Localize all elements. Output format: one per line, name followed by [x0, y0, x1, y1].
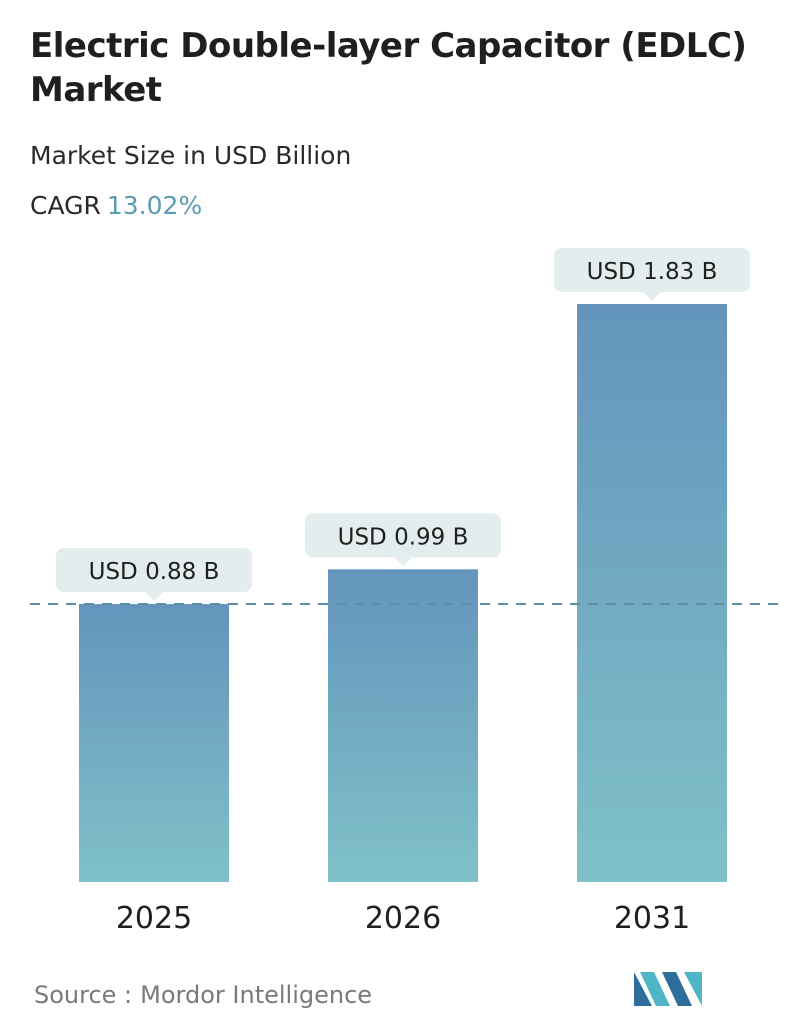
cagr-value: 13.02% [106, 191, 203, 220]
data-label-pointer [145, 592, 163, 602]
mordor-intelligence-logo-icon [634, 972, 702, 1006]
cagr-text: CAGR 13.02% [30, 189, 202, 223]
data-label-pointer [643, 292, 661, 301]
bar-2026 [328, 569, 478, 882]
data-label-pointer [394, 557, 412, 567]
x-tick-label-2026: 2026 [365, 901, 441, 936]
data-label-bubble [554, 248, 750, 292]
source-name: Mordor Intelligence [140, 981, 373, 1009]
data-label-2031: USD 1.83 B [554, 248, 750, 301]
cagr-label: CAGR [30, 191, 101, 220]
data-label-text: USD 0.99 B [338, 524, 469, 550]
data-label-bubble [305, 513, 501, 558]
chart-subtitle: Market Size in USD Billion [30, 141, 352, 170]
bar-2025 [79, 604, 229, 882]
source-text: Source : Mordor Intelligence [34, 978, 372, 1012]
data-label-2026: USD 0.99 B [305, 513, 501, 567]
x-tick-label-2031: 2031 [614, 901, 690, 936]
source-label: Source : [34, 981, 133, 1009]
data-label-2025: USD 0.88 B [56, 548, 252, 602]
bar-2031 [577, 304, 727, 882]
data-label-text: USD 0.88 B [89, 559, 220, 585]
data-label-text: USD 1.83 B [587, 259, 718, 285]
chart-title: Electric Double-layer Capacitor (EDLC) M… [30, 26, 747, 110]
data-label-bubble [56, 548, 252, 593]
bar-chart: 2025 USD 0.88 B 2026 USD 0.99 B 2031 USD 1.83… [30, 248, 782, 936]
x-tick-label-2025: 2025 [116, 901, 192, 936]
